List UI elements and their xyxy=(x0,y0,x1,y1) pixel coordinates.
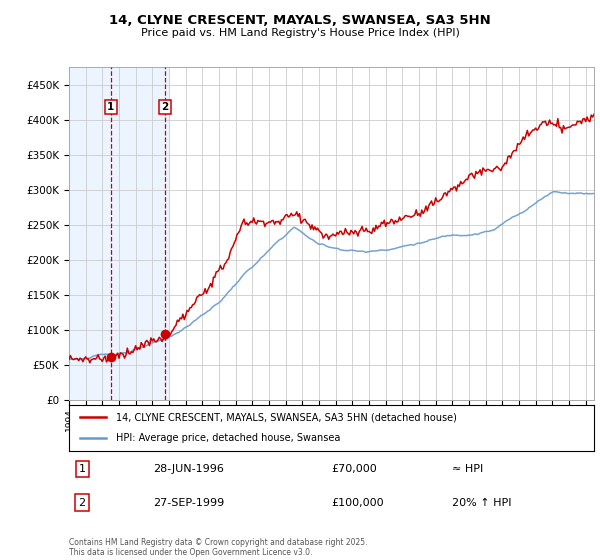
Text: 2: 2 xyxy=(79,497,86,507)
Text: £100,000: £100,000 xyxy=(331,497,384,507)
Text: 1: 1 xyxy=(107,102,114,112)
Bar xyxy=(69,67,169,400)
Text: Price paid vs. HM Land Registry's House Price Index (HPI): Price paid vs. HM Land Registry's House … xyxy=(140,28,460,38)
Text: 20% ↑ HPI: 20% ↑ HPI xyxy=(452,497,512,507)
Text: 1: 1 xyxy=(79,464,86,474)
Text: 14, CLYNE CRESCENT, MAYALS, SWANSEA, SA3 5HN: 14, CLYNE CRESCENT, MAYALS, SWANSEA, SA3… xyxy=(109,14,491,27)
Text: £70,000: £70,000 xyxy=(331,464,377,474)
Text: 27-SEP-1999: 27-SEP-1999 xyxy=(153,497,224,507)
Text: 14, CLYNE CRESCENT, MAYALS, SWANSEA, SA3 5HN (detached house): 14, CLYNE CRESCENT, MAYALS, SWANSEA, SA3… xyxy=(116,412,457,422)
Text: 2: 2 xyxy=(161,102,169,112)
Text: HPI: Average price, detached house, Swansea: HPI: Average price, detached house, Swan… xyxy=(116,433,341,444)
Text: ≈ HPI: ≈ HPI xyxy=(452,464,484,474)
Text: Contains HM Land Registry data © Crown copyright and database right 2025.
This d: Contains HM Land Registry data © Crown c… xyxy=(69,538,367,557)
Text: 28-JUN-1996: 28-JUN-1996 xyxy=(153,464,224,474)
